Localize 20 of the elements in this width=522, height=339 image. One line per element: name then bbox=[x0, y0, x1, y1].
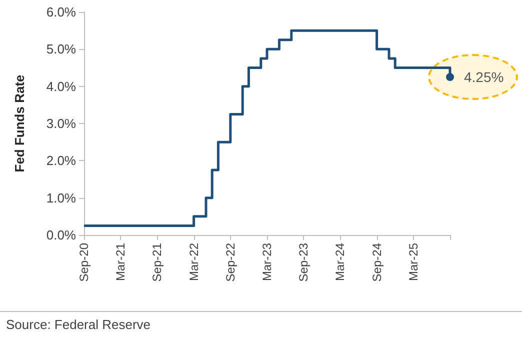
x-tick-label: Sep-24 bbox=[370, 242, 384, 282]
x-tick-label: Mar-25 bbox=[406, 242, 420, 282]
y-tick-label: 5.0% bbox=[46, 42, 76, 57]
x-tick-label: Mar-22 bbox=[186, 242, 201, 282]
y-tick-label: 4.0% bbox=[46, 78, 76, 94]
y-axis-title: Fed Funds Rate bbox=[12, 74, 27, 172]
x-tick-label: Mar-24 bbox=[333, 242, 348, 282]
source-note: Source: Federal Reserve bbox=[6, 317, 151, 332]
x-tick-label: Sep-22 bbox=[223, 242, 238, 282]
y-tick-label: 6.0% bbox=[46, 4, 76, 20]
x-tick-label: Mar-23 bbox=[260, 242, 274, 282]
x-tick-label: Sep-23 bbox=[296, 242, 311, 282]
y-tick-label: 0.0% bbox=[46, 228, 76, 242]
y-tick-label: 3.0% bbox=[46, 116, 76, 131]
x-tick-label: Sep-20 bbox=[77, 242, 91, 282]
x-tick-label: Mar-21 bbox=[114, 242, 128, 282]
data-label: 4.25% bbox=[464, 69, 504, 86]
y-tick-label: 1.0% bbox=[46, 190, 76, 206]
y-tick-label: 2.0% bbox=[46, 153, 76, 168]
x-tick-label: Sep-21 bbox=[150, 242, 164, 282]
